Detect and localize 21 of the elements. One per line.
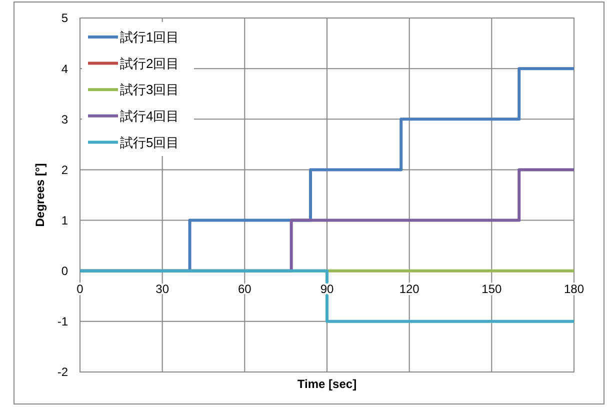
legend-label: 試行5回目 — [120, 134, 180, 150]
x-axis-title: Time [sec] — [297, 377, 357, 391]
y-tick-label: 2 — [61, 162, 68, 177]
y-tick-label: -2 — [57, 365, 68, 380]
y-tick-label: 3 — [61, 112, 68, 126]
y-axis-title: Degrees [°] — [33, 163, 47, 227]
legend-label: 試行4回目 — [120, 108, 180, 124]
x-tick-label: 60 — [238, 282, 252, 296]
legend-label: 試行1回目 — [120, 30, 180, 45]
y-tick-label: -1 — [57, 314, 68, 329]
legend-label: 試行3回目 — [120, 82, 180, 98]
x-tick-label: 150 — [482, 282, 502, 296]
x-tick-label: 30 — [156, 282, 170, 296]
x-tick-label: 120 — [399, 282, 420, 296]
x-tick-label: 0 — [76, 282, 84, 296]
y-tick-label: 0 — [61, 264, 68, 278]
y-tick-label: 5 — [61, 11, 68, 26]
y-tick-label: 1 — [61, 213, 68, 228]
legend-label: 試行2回目 — [120, 56, 180, 71]
x-tick-label: 180 — [564, 282, 584, 296]
y-tick-label: 4 — [61, 62, 68, 76]
